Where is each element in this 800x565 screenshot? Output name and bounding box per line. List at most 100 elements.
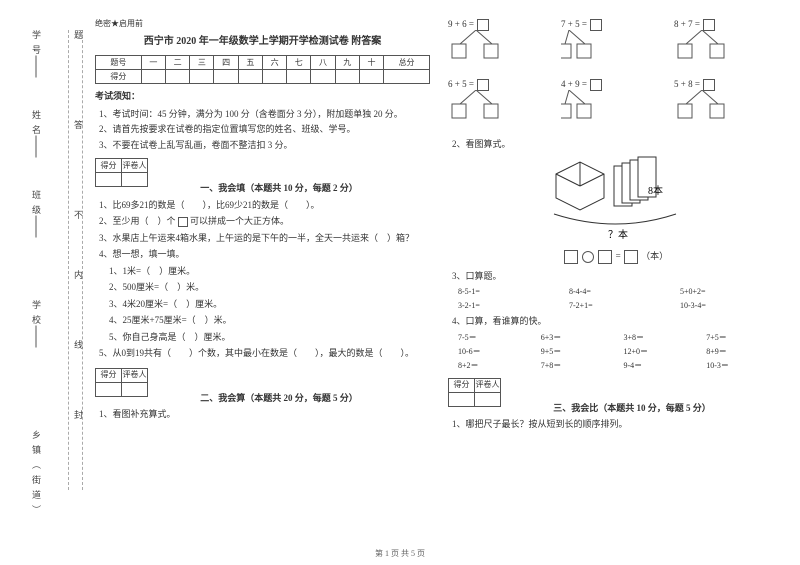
mini-score-3: 得分评卷人 — [448, 378, 501, 407]
score-h-7: 七 — [287, 56, 311, 70]
s1-q2b: 可以拼成一个大正方体。 — [190, 216, 289, 226]
mini-c1-2: 得分 — [96, 368, 122, 382]
side-label-town: 乡镇（街道） — [30, 430, 43, 520]
section-1-heading: 一、我会填（本题共 10 分，每题 2 分） — [200, 183, 358, 193]
calc-item: 8-5-1= — [458, 286, 561, 298]
answer-box[interactable] — [624, 250, 638, 264]
split-diagram-icon — [448, 30, 518, 66]
binding-line-1 — [68, 30, 69, 490]
book-equation: = （本） — [448, 250, 783, 264]
section-3-heading: 三、我会比（本题共 10 分，每题 5 分） — [553, 403, 711, 413]
notice-1: 1、考试时间：45 分钟，满分为 100 分（含卷面分 3 分），附加题单独 2… — [99, 108, 430, 122]
eq-3: 8 + 7 = — [674, 18, 769, 68]
calc-item: 10-3-4= — [680, 300, 783, 312]
calc-item: 7-5＝ — [458, 332, 535, 344]
mini-score-1: 得分评卷人 — [95, 158, 148, 187]
calc-item: 8-4-4= — [569, 286, 672, 298]
books-question-label: ？本 — [608, 228, 628, 241]
mini-c2-2: 评卷人 — [122, 368, 148, 382]
score-h-2: 二 — [166, 56, 190, 70]
gutter-char-2: 答 — [72, 120, 85, 135]
side-label-class: 班级 — [30, 190, 43, 220]
score-table: 题号 一 二 三 四 五 六 七 八 九 十 总分 得分 — [95, 55, 430, 84]
secret-mark: 绝密★启用前 — [95, 18, 430, 30]
eq-5: 4 + 9 = — [561, 78, 656, 128]
answer-box[interactable] — [598, 250, 612, 264]
right-column: 9 + 6 = 7 + 5 = 8 + 7 = 6 + 5 = 4 + 9 = — [448, 18, 783, 538]
score-h-0: 题号 — [96, 56, 142, 70]
s1-q4h: 4、想一想，填一填。 — [99, 248, 430, 262]
gutter-char-6: 封 — [72, 410, 85, 425]
eq-6: 5 + 8 = — [674, 78, 769, 128]
books-figure: 8本 ？本 — [536, 156, 696, 246]
calc-item: 3-2-1= — [458, 300, 561, 312]
score-value-row: 得分 — [96, 70, 430, 84]
calc-item: 9-4＝ — [624, 360, 701, 372]
side-label-school: 学校 — [30, 300, 43, 330]
side-underline-3 — [36, 216, 37, 238]
calc-item: 3+8＝ — [624, 332, 701, 344]
side-underline-4 — [36, 326, 37, 348]
s1-q4-2: 2、500厘米=（ ）米。 — [109, 281, 430, 295]
s1-q4-5: 5、你自己身高是（ ）厘米。 — [109, 331, 430, 345]
calc-item: 8+2＝ — [458, 360, 535, 372]
page-content: 绝密★启用前 西宁市 2020 年一年级数学上学期开学检测试卷 附答案 题号 一… — [95, 18, 785, 538]
s2-q1: 1、看图补充算式。 — [99, 408, 430, 422]
calc-grid-3: 8-5-1= 8-4-4= 5+0+2= 3-2-1= 7-2+1= 10-3-… — [458, 286, 783, 312]
calc-item: 6+3＝ — [541, 332, 618, 344]
r-q2: 2、看图算式。 — [452, 138, 783, 152]
notice-3: 3、不要在试卷上乱写乱画，卷面不整洁扣 3 分。 — [99, 139, 430, 153]
score-h-10: 十 — [359, 56, 383, 70]
calc-item: 10-6＝ — [458, 346, 535, 358]
side-underline-2 — [36, 136, 37, 158]
split-diagram-icon — [674, 30, 744, 66]
books-count-label: 8本 — [648, 184, 663, 197]
eq-row-1: 9 + 6 = 7 + 5 = 8 + 7 = — [448, 18, 783, 68]
side-label-name: 姓名 — [30, 110, 43, 140]
calc-item: 12+0＝ — [624, 346, 701, 358]
page-footer: 第 1 页 共 5 页 — [0, 548, 800, 559]
score-header-row: 题号 一 二 三 四 五 六 七 八 九 十 总分 — [96, 56, 430, 70]
mini-c2-1: 评卷人 — [122, 159, 148, 173]
left-column: 绝密★启用前 西宁市 2020 年一年级数学上学期开学检测试卷 附答案 题号 一… — [95, 18, 430, 538]
score-h-5: 五 — [238, 56, 262, 70]
book-eq-tail: （本） — [641, 251, 668, 261]
score-h-4: 四 — [214, 56, 238, 70]
score-row-label: 得分 — [96, 70, 142, 84]
eq-4: 6 + 5 = — [448, 78, 543, 128]
calc-item: 7+5＝ — [706, 332, 783, 344]
answer-box[interactable] — [564, 250, 578, 264]
split-diagram-icon — [674, 90, 744, 126]
calc-item: 9+5＝ — [541, 346, 618, 358]
s3-q1: 1、哪把尺子最长？按从短到长的顺序排列。 — [452, 418, 783, 432]
gutter-char-3: 不 — [72, 210, 85, 225]
score-h-3: 三 — [190, 56, 214, 70]
calc-grid-4: 7-5＝ 6+3＝ 3+8＝ 7+5＝ 10-6＝ 9+5＝ 12+0＝ 8+9… — [458, 332, 783, 372]
mini-score-2: 得分评卷人 — [95, 368, 148, 397]
operator-circle[interactable] — [582, 251, 594, 263]
score-h-8: 八 — [311, 56, 335, 70]
calc-item: 5+0+2= — [680, 286, 783, 298]
score-h-1: 一 — [141, 56, 165, 70]
exam-title: 西宁市 2020 年一年级数学上学期开学检测试卷 附答案 — [95, 34, 430, 49]
mini-c1-3: 得分 — [449, 378, 475, 392]
side-underline-1 — [36, 56, 37, 78]
split-diagram-icon — [561, 90, 631, 126]
books-icon: 8本 ？本 — [536, 156, 696, 246]
side-label-studentno: 学号 — [30, 30, 43, 60]
calc-item: 7+8＝ — [541, 360, 618, 372]
eq-1: 9 + 6 = — [448, 18, 543, 68]
gutter-char-4: 内 — [72, 270, 85, 285]
calc-item: 10-3＝ — [706, 360, 783, 372]
mini-c1-1: 得分 — [96, 159, 122, 173]
r-q4h: 4、口算，看谁算的快。 — [452, 315, 783, 329]
s1-q1: 1、比69多21的数是（ ），比69少21的数是（ ）。 — [99, 199, 430, 213]
s1-q4-4: 4、25厘米+75厘米=（ ）米。 — [109, 314, 430, 328]
cube-icon — [178, 217, 188, 227]
s1-q4-1: 1、1米=（ ）厘米。 — [109, 265, 430, 279]
score-h-6: 六 — [262, 56, 286, 70]
eq-row-2: 6 + 5 = 4 + 9 = 5 + 8 = — [448, 78, 783, 128]
s1-q2a: 2、至少用（ ）个 — [99, 216, 176, 226]
s1-q5: 5、从0到19共有（ ）个数，其中最小在数是（ ），最大的数是（ ）。 — [99, 347, 430, 361]
gutter-char-1: 题 — [72, 30, 85, 45]
